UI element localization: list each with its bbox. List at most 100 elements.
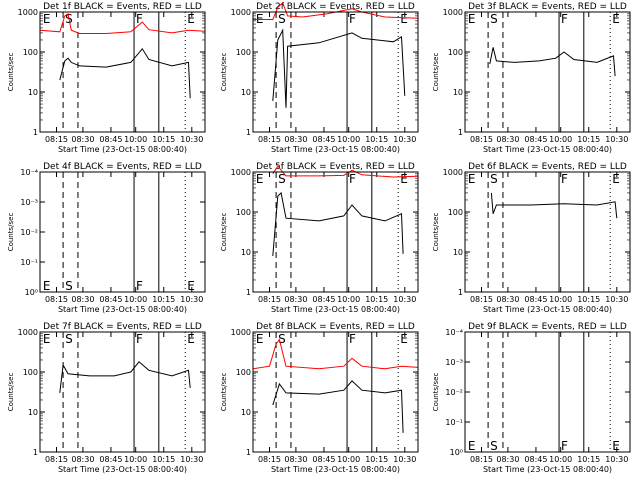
y-tick-label: 10⁻³ — [20, 198, 38, 207]
x-tick-label: 10:15 — [577, 295, 600, 304]
y-tick-label: 10⁻³ — [445, 358, 463, 367]
x-axis-label: Start Time (23-Oct-15 08:00:40) — [58, 465, 187, 474]
y-tick-label: 100 — [236, 368, 251, 377]
x-tick-label: 08:30 — [284, 295, 307, 304]
y-axis-label: Counts/sec — [432, 53, 440, 92]
y-tick-label: 1000 — [443, 168, 463, 177]
x-tick-label: 08:30 — [496, 135, 519, 144]
marker-label: F — [136, 332, 143, 346]
x-tick-label: 08:30 — [496, 295, 519, 304]
y-tick-label: 1 — [246, 448, 251, 457]
y-tick-label: 10 — [241, 408, 251, 417]
x-tick-label: 08:45 — [524, 135, 547, 144]
plot-frame — [252, 331, 419, 453]
y-tick-label: 1 — [33, 128, 38, 137]
x-tick-label: 10:30 — [605, 455, 628, 464]
marker-label: E — [612, 439, 620, 453]
y-tick-label: 100 — [23, 48, 38, 57]
x-tick-label: 08:45 — [524, 455, 547, 464]
x-tick-label: 10:30 — [180, 295, 203, 304]
marker-label: E — [400, 332, 408, 346]
marker-label: S — [490, 172, 498, 186]
y-tick-label: 10 — [241, 248, 251, 257]
x-tick-label: 10:15 — [365, 295, 388, 304]
y-tick-label: 10⁻¹ — [20, 258, 38, 267]
y-tick-label: 10⁰ — [450, 448, 463, 457]
x-tick-label: 10:30 — [605, 295, 628, 304]
y-tick-label: 10 — [241, 88, 251, 97]
y-tick-label: 1000 — [18, 8, 38, 17]
x-axis-label: Start Time (23-Oct-15 08:00:40) — [483, 465, 612, 474]
x-axis-label: Start Time (23-Oct-15 08:00:40) — [58, 305, 187, 314]
plot-frame — [464, 11, 631, 133]
series-line — [253, 1, 419, 20]
marker-label: E — [612, 172, 620, 186]
marker-label: S — [490, 12, 498, 26]
marker-label: F — [561, 172, 568, 186]
x-tick-label: 08:15 — [45, 455, 68, 464]
y-axis-label: Counts/sec — [7, 373, 15, 412]
x-tick-label: 10:15 — [365, 135, 388, 144]
x-tick-label: 08:15 — [258, 455, 281, 464]
series-line — [39, 12, 206, 34]
x-tick-label: 08:45 — [99, 455, 122, 464]
plot-frame — [464, 171, 631, 293]
x-tick-label: 08:45 — [99, 135, 122, 144]
x-tick-label: 10:30 — [180, 135, 203, 144]
x-axis-label: Start Time (23-Oct-15 08:00:40) — [271, 145, 400, 154]
panel-title: Det 4f BLACK = Events, RED = LLD — [43, 162, 202, 172]
panel-title: Det 1f BLACK = Events, RED = LLD — [43, 2, 202, 12]
panel-title: Det 2f BLACK = Events, RED = LLD — [256, 2, 415, 12]
marker-label: E — [43, 279, 51, 293]
x-tick-label: 10:00 — [549, 135, 572, 144]
y-tick-label: 10⁻⁴ — [445, 328, 463, 337]
y-tick-label: 10⁻² — [445, 388, 463, 397]
marker-label: E — [468, 439, 476, 453]
x-tick-label: 08:45 — [312, 135, 335, 144]
x-tick-label: 08:30 — [496, 455, 519, 464]
detector-panel-8: Det 8f BLACK = Events, RED = LLD 1 10 100 10… — [220, 322, 419, 474]
marker-label: F — [349, 332, 356, 346]
x-tick-label: 08:15 — [470, 295, 493, 304]
y-tick-label: 100 — [236, 208, 251, 217]
x-tick-label: 10:00 — [124, 135, 147, 144]
x-tick-label: 10:15 — [365, 455, 388, 464]
y-tick-label: 10 — [453, 248, 463, 257]
x-tick-label: 08:30 — [71, 135, 94, 144]
x-tick-label: 08:15 — [45, 295, 68, 304]
detector-panel-9: Det 9f BLACK = Events, RED = LLD 10⁰ 10⁻¹ 1… — [432, 322, 631, 474]
x-axis-label: Start Time (23-Oct-15 08:00:40) — [58, 145, 187, 154]
x-tick-label: 10:00 — [337, 135, 360, 144]
marker-label: E — [468, 12, 476, 26]
y-axis-label: Counts/sec — [220, 213, 228, 252]
y-tick-label: 1 — [33, 448, 38, 457]
y-tick-label: 10⁰ — [25, 288, 38, 297]
marker-label: S — [490, 439, 498, 453]
series-line — [59, 361, 191, 393]
y-axis-label: Counts/sec — [432, 213, 440, 252]
plot-frame — [39, 171, 206, 293]
panel-title: Det 6f BLACK = Events, RED = LLD — [468, 162, 627, 172]
x-tick-label: 08:45 — [99, 295, 122, 304]
y-tick-label: 10⁻² — [20, 228, 38, 237]
x-tick-label: 10:30 — [393, 135, 416, 144]
marker-label: F — [561, 439, 568, 453]
marker-label: E — [187, 279, 195, 293]
marker-label: E — [468, 172, 476, 186]
marker-label: E — [43, 332, 51, 346]
plot-frame — [39, 331, 206, 453]
detector-panel-6: Det 6f BLACK = Events, RED = LLD 1 10 100 10… — [432, 162, 631, 314]
y-tick-label: 1000 — [231, 328, 251, 337]
detector-panel-4: Det 4f BLACK = Events, RED = LLD 10⁰ 10⁻¹ 1… — [7, 162, 206, 314]
x-tick-label: 08:45 — [312, 455, 335, 464]
detector-panel-5: Det 5f BLACK = Events, RED = LLD 1 10 100 10… — [220, 162, 419, 314]
y-tick-label: 100 — [448, 208, 463, 217]
x-axis-label: Start Time (23-Oct-15 08:00:40) — [271, 465, 400, 474]
y-tick-label: 1 — [246, 128, 251, 137]
y-tick-label: 1 — [458, 128, 463, 137]
panel-title: Det 9f BLACK = Events, RED = LLD — [468, 322, 627, 332]
detector-panel-1: Det 1f BLACK = Events, RED = LLD 1 10 100 10… — [7, 2, 206, 154]
x-tick-label: 10:30 — [605, 135, 628, 144]
y-tick-label: 10⁻¹ — [445, 418, 463, 427]
series-line — [272, 191, 404, 256]
